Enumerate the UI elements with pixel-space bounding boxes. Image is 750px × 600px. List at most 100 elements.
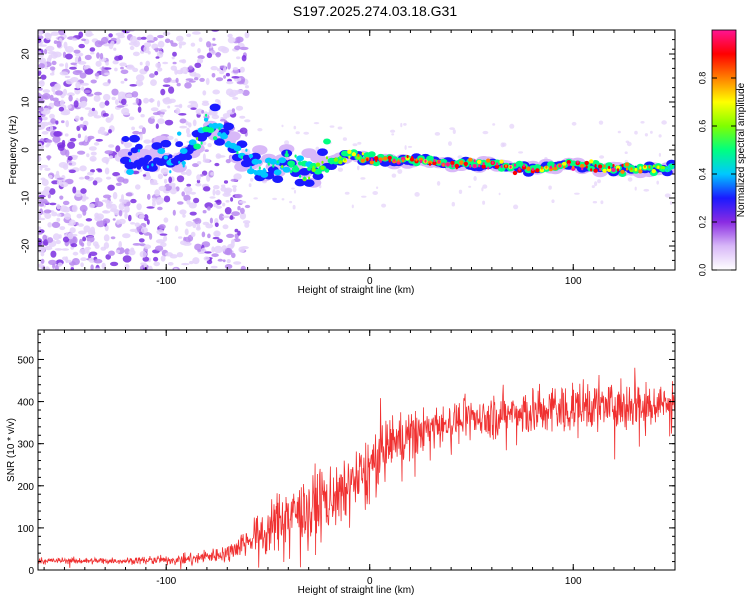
ridge-segment xyxy=(630,167,633,171)
ridge-segment xyxy=(181,160,186,166)
ridge-segment xyxy=(203,117,209,122)
noise-blob xyxy=(183,194,191,202)
noise-blob xyxy=(168,86,175,94)
noise-blob xyxy=(222,202,226,207)
ridge-segment xyxy=(397,159,400,163)
ridge-segment xyxy=(356,155,361,160)
noise-blob xyxy=(79,165,87,172)
noise-blob xyxy=(64,75,71,79)
ridge-segment xyxy=(487,166,490,170)
noise-blob xyxy=(134,222,140,228)
noise-blob xyxy=(226,81,234,85)
ridge-segment xyxy=(168,154,173,159)
colorbar-tick-label: 0.6 xyxy=(697,120,707,133)
noise-blob xyxy=(192,257,200,265)
noise-blob xyxy=(211,114,220,120)
noise-blob xyxy=(185,220,194,227)
noise-blob xyxy=(202,210,207,214)
ridge-segment xyxy=(473,159,476,163)
ridge-segment xyxy=(612,164,615,168)
noise-blob xyxy=(197,48,201,54)
noise-blob xyxy=(231,76,240,79)
noise-blob xyxy=(108,129,112,134)
ridge-segment xyxy=(411,156,414,160)
noise-blob xyxy=(99,101,106,109)
noise-blob xyxy=(179,209,187,215)
noise-blob xyxy=(121,194,124,202)
noise-blob xyxy=(101,156,110,164)
noise-blob xyxy=(120,80,125,84)
noise-blob xyxy=(329,125,335,128)
noise-blob xyxy=(160,242,167,248)
noise-blob xyxy=(135,74,145,82)
noise-blob xyxy=(102,67,112,70)
noise-blob xyxy=(591,185,595,189)
snr-ytick-label: 200 xyxy=(17,482,34,493)
noise-blob xyxy=(186,199,191,205)
noise-blob xyxy=(154,189,161,197)
noise-blob xyxy=(78,124,85,128)
noise-blob xyxy=(77,223,84,227)
noise-blob xyxy=(186,33,192,38)
noise-blob xyxy=(78,141,85,146)
noise-blob xyxy=(97,169,103,173)
noise-blob xyxy=(223,180,229,184)
noise-blob xyxy=(55,170,60,177)
noise-blob xyxy=(239,46,249,51)
ridge-segment xyxy=(455,166,458,170)
noise-blob xyxy=(253,197,258,200)
ridge-segment xyxy=(402,159,405,163)
noise-blob xyxy=(224,247,233,256)
noise-blob xyxy=(82,192,87,199)
noise-blob xyxy=(107,184,115,191)
noise-blob xyxy=(138,82,144,86)
noise-blob xyxy=(656,180,659,185)
noise-blob xyxy=(65,149,70,157)
noise-blob xyxy=(194,62,202,68)
noise-blob xyxy=(452,129,456,135)
ridge-segment xyxy=(530,169,536,174)
noise-blob xyxy=(178,236,183,239)
noise-blob xyxy=(93,258,103,264)
noise-blob xyxy=(147,193,151,200)
noise-blob xyxy=(105,117,112,123)
noise-blob xyxy=(222,215,230,219)
noise-blob xyxy=(168,98,176,104)
noise-blob xyxy=(62,88,68,96)
noise-blob xyxy=(518,151,524,154)
noise-blob xyxy=(108,144,115,148)
ridge-segment xyxy=(347,149,352,154)
ridge-segment xyxy=(477,159,482,164)
noise-blob xyxy=(203,186,211,192)
noise-blob xyxy=(121,98,127,106)
ridge-segment xyxy=(469,164,472,168)
noise-blob xyxy=(113,47,117,51)
noise-blob xyxy=(242,89,250,96)
noise-blob xyxy=(291,187,295,190)
noise-blob xyxy=(151,43,159,50)
ridge-segment xyxy=(135,143,143,150)
ridge-segment xyxy=(226,140,231,146)
noise-blob xyxy=(65,53,73,60)
noise-blob xyxy=(119,62,127,67)
noise-blob xyxy=(150,79,157,86)
noise-blob xyxy=(144,65,149,72)
noise-blob xyxy=(237,230,241,236)
ridge-segment xyxy=(312,172,324,180)
colorbar-tick-label: 0.4 xyxy=(697,168,707,181)
ridge-segment xyxy=(539,168,545,173)
noise-blob xyxy=(56,217,61,222)
noise-blob xyxy=(190,231,196,238)
noise-blob xyxy=(239,115,246,119)
noise-blob xyxy=(91,109,98,117)
noise-blob xyxy=(225,159,231,164)
noise-blob xyxy=(101,199,110,203)
ridge-segment xyxy=(605,162,613,169)
noise-blob xyxy=(295,131,300,135)
noise-blob xyxy=(213,245,223,254)
noise-blob xyxy=(201,109,205,114)
noise-blob xyxy=(123,112,131,116)
noise-blob xyxy=(185,169,192,176)
noise-blob xyxy=(212,37,216,41)
ridge-segment xyxy=(267,162,270,166)
